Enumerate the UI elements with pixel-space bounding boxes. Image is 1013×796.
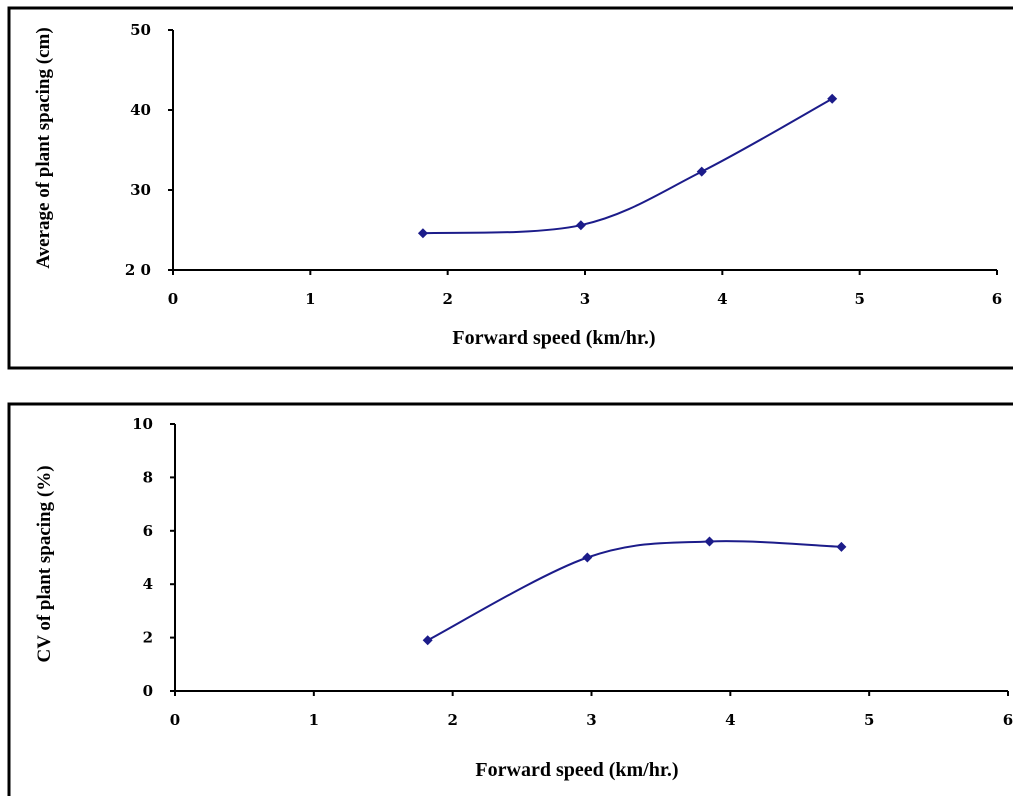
x-tick-label: 4 bbox=[725, 711, 735, 729]
data-point-marker bbox=[696, 166, 707, 177]
panel-1-x-ticks: 0 1 2 3 4 5 6 bbox=[168, 270, 1002, 308]
x-tick-label: 1 bbox=[309, 711, 319, 729]
data-point-marker bbox=[422, 635, 433, 646]
panel-1-axes bbox=[172, 30, 997, 271]
panel-2-frame bbox=[7, 402, 1013, 796]
y-tick-label: 4 bbox=[143, 575, 153, 593]
x-tick-label: 2 bbox=[442, 290, 452, 308]
panel-2-x-ticks: 0 1 2 3 4 5 6 bbox=[170, 691, 1013, 729]
panel-2-y-ticks: 0 2 4 6 8 10 bbox=[132, 415, 175, 700]
data-point-marker bbox=[827, 93, 838, 104]
y-tick-label: 30 bbox=[130, 181, 151, 199]
data-point-marker bbox=[836, 541, 847, 552]
y-tick-label: 10 bbox=[132, 415, 153, 433]
y-tick-label: 2 0 bbox=[125, 261, 151, 279]
y-tick-label: 50 bbox=[130, 21, 151, 39]
x-tick-label: 5 bbox=[864, 711, 874, 729]
y-tick-label: 40 bbox=[130, 101, 151, 119]
panel-2-x-axis-title: Forward speed (km/hr.) bbox=[475, 759, 678, 781]
chart-panel-1: 0 1 2 3 4 5 6 2 0 30 40 50 Forward speed (km/hr.)… bbox=[7, 6, 1013, 370]
y-tick-label: 2 bbox=[143, 629, 153, 647]
data-point-marker bbox=[582, 552, 593, 563]
x-tick-label: 4 bbox=[717, 290, 727, 308]
data-point-marker bbox=[704, 536, 715, 547]
y-tick-label: 8 bbox=[143, 468, 153, 486]
panel-2-y-axis-title: CV of plant spacing (%) bbox=[34, 465, 55, 662]
panel-1-x-axis-title: Forward speed (km/hr.) bbox=[452, 327, 655, 349]
x-tick-label: 0 bbox=[170, 711, 180, 729]
panel-1-y-ticks: 2 0 30 40 50 bbox=[125, 21, 173, 279]
panel-1-series bbox=[417, 93, 838, 239]
x-tick-label: 6 bbox=[992, 290, 1002, 308]
x-tick-label: 3 bbox=[586, 711, 596, 729]
series-line bbox=[422, 97, 833, 235]
x-tick-label: 1 bbox=[305, 290, 315, 308]
chart-panel-2: 0 1 2 3 4 5 6 0 2 4 6 8 10 Forward speed (km/hr.) C… bbox=[7, 402, 1013, 796]
panel-1-y-axis-title: Average of plant spacing (cm) bbox=[33, 27, 54, 268]
x-tick-label: 3 bbox=[580, 290, 590, 308]
series-line bbox=[427, 540, 842, 642]
x-tick-label: 2 bbox=[447, 711, 457, 729]
y-tick-label: 0 bbox=[143, 682, 153, 700]
panel-2-series bbox=[422, 536, 847, 646]
y-tick-label: 6 bbox=[143, 522, 153, 540]
data-point-marker bbox=[575, 220, 586, 231]
x-tick-label: 5 bbox=[854, 290, 864, 308]
x-tick-label: 0 bbox=[168, 290, 178, 308]
data-point-marker bbox=[417, 228, 428, 239]
panel-1-frame bbox=[7, 6, 1013, 370]
x-tick-label: 6 bbox=[1003, 711, 1013, 729]
